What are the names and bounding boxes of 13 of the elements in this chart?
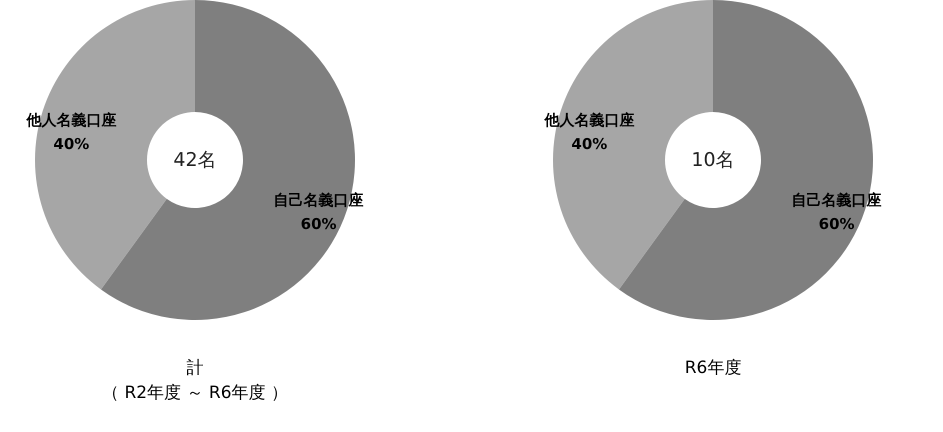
data-label: 60%: [818, 215, 855, 234]
data-label: 60%: [300, 215, 337, 234]
slice-label: 他人名義口座: [25, 110, 116, 129]
text: 42名: [173, 149, 217, 171]
data-label: 40%: [571, 134, 608, 153]
text: R6年度: [684, 358, 742, 378]
text: 計: [186, 358, 204, 378]
slice-label: 自己名義口座: [792, 191, 882, 210]
data-label: 40%: [53, 134, 90, 153]
text: （ R2年度 ～ R6年度 ）: [102, 383, 288, 403]
slice-label: 他人名義口座: [543, 110, 634, 129]
text: 10名: [691, 149, 735, 171]
slice-label: 自己名義口座: [274, 191, 364, 210]
